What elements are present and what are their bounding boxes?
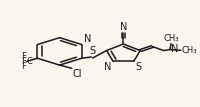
- Text: N: N: [104, 62, 111, 72]
- Text: F: F: [21, 62, 26, 71]
- Text: N: N: [84, 34, 91, 44]
- Text: CH₃: CH₃: [181, 46, 196, 55]
- Text: S: S: [89, 46, 95, 56]
- Text: N: N: [119, 22, 126, 32]
- Text: N: N: [170, 44, 177, 54]
- Text: C: C: [27, 57, 33, 66]
- Text: F: F: [21, 57, 26, 66]
- Text: F: F: [21, 52, 26, 61]
- Text: CH₃: CH₃: [162, 34, 178, 43]
- Text: S: S: [135, 62, 141, 72]
- Text: Cl: Cl: [72, 69, 81, 79]
